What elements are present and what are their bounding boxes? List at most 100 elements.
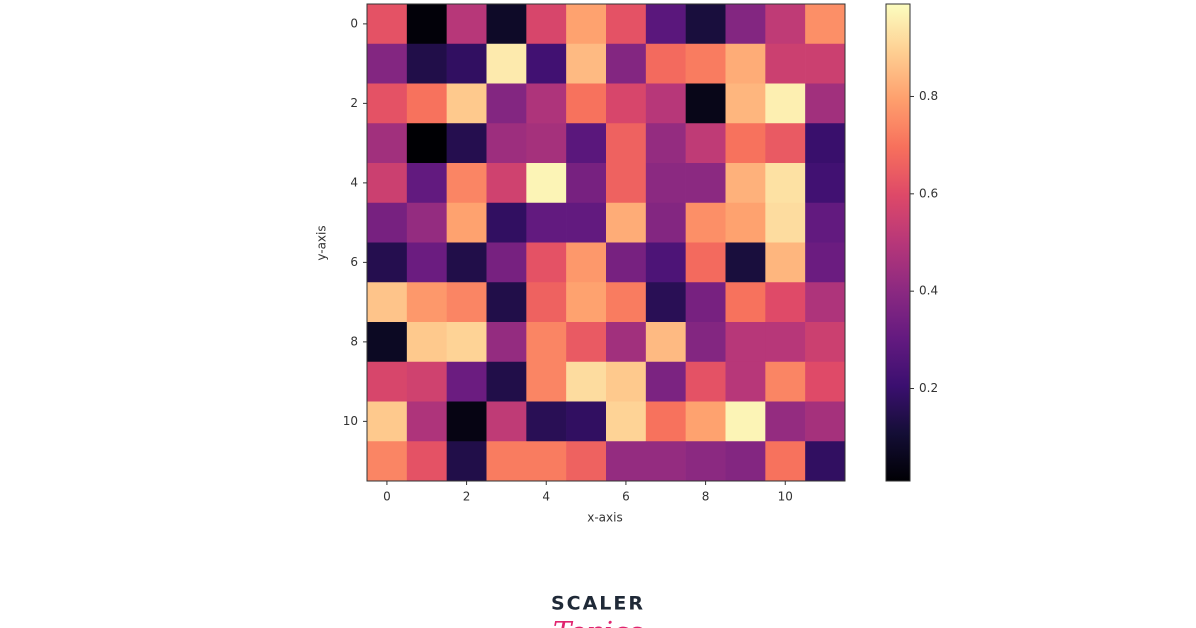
heatmap-cell [725,401,766,442]
heatmap-cell [606,123,647,164]
heatmap-cell [685,202,726,243]
colorbar-tick-label: 0.6 [919,186,938,200]
heatmap-cell [526,361,567,402]
heatmap-cell [367,441,408,482]
heatmap-cell [367,282,408,323]
heatmap-cell [566,163,607,204]
y-tick-label: 8 [350,334,358,348]
heatmap-cell [685,43,726,84]
heatmap-cell [805,242,846,283]
heatmap-cell [805,282,846,323]
heatmap-cell [765,43,806,84]
heatmap-cell [645,322,686,363]
heatmap-cell [406,4,447,45]
plot-frame [366,3,846,482]
heatmap-cell [446,4,487,45]
heatmap-cell [606,163,647,204]
heatmap-cell [406,401,447,442]
heatmap-cell [606,202,647,243]
heatmap-cell [526,202,567,243]
x-tick-label: 0 [383,490,391,504]
heatmap-cell [566,322,607,363]
heatmap-cell [486,441,527,482]
heatmap-cell [685,361,726,402]
heatmap-cell [406,123,447,164]
heatmap-cell [765,242,806,283]
heatmap-cell [685,242,726,283]
y-tick-label: 2 [350,96,358,110]
y-tick-label: 0 [350,16,358,30]
heatmap-cell [645,163,686,204]
heatmap-cell [446,361,487,402]
heatmap-cell [805,202,846,243]
heatmap-cell [367,322,408,363]
heatmap-cell [805,361,846,402]
y-tick-label: 6 [350,255,358,269]
heatmap-cell [406,202,447,243]
heatmap-cell [725,163,766,204]
heatmap-cell [446,242,487,283]
heatmap-cell [486,83,527,124]
x-tick-label: 8 [702,490,710,504]
heatmap-cell [805,163,846,204]
x-tick-label: 2 [463,490,471,504]
x-axis-label: x-axis [587,511,622,525]
logo-tagline: Topics [553,616,643,628]
heatmap-cell [446,282,487,323]
heatmap-cell [526,4,567,45]
heatmap-cell [685,401,726,442]
heatmap-cell [645,43,686,84]
heatmap-cell [645,123,686,164]
heatmap-cell [566,361,607,402]
heatmap-cell [645,242,686,283]
heatmap-cell [805,83,846,124]
heatmap-cell [606,401,647,442]
heatmap-cell [446,401,487,442]
heatmap-cell [367,163,408,204]
heatmap-cell [765,282,806,323]
heatmap-cell [725,202,766,243]
heatmap-cell [685,83,726,124]
heatmap-cell [645,441,686,482]
heatmap-cell [406,322,447,363]
heatmap-cell [685,123,726,164]
heatmap-cell [486,361,527,402]
heatmap-cell [606,361,647,402]
y-axis-label: y-axis [315,225,329,260]
heatmap-cell [765,4,806,45]
heatmap-cell [685,282,726,323]
heatmap-cell [526,322,567,363]
heatmap-cell [805,401,846,442]
heatmap-cell [446,83,487,124]
heatmap-cell [805,322,846,363]
heatmap-cell [645,83,686,124]
heatmap-cell [566,242,607,283]
heatmap-cell [606,242,647,283]
heatmap-cell [566,202,607,243]
heatmap-cell [645,282,686,323]
heatmap-cell [446,163,487,204]
heatmap-cell [725,441,766,482]
heatmap-cell [765,322,806,363]
heatmap-cell [765,83,806,124]
heatmap-cell [645,4,686,45]
heatmap-cell [486,4,527,45]
x-tick-label: 10 [778,490,793,504]
heatmap-cell [765,361,806,402]
heatmap-cell [566,4,607,45]
heatmap-cell [765,202,806,243]
colorbar-tick-label: 0.8 [919,89,938,103]
heatmap-cell [566,441,607,482]
heatmap-cell [566,282,607,323]
heatmap-cell [367,43,408,84]
heatmap-cell [725,4,766,45]
heatmap-cell [526,401,567,442]
heatmap-cell [725,242,766,283]
heatmap-cell [645,401,686,442]
heatmap-cell [406,361,447,402]
heatmap-cell [526,43,567,84]
heatmap-cell [486,43,527,84]
heatmap-cell [526,83,567,124]
colorbar-tick-label: 0.4 [919,284,938,298]
